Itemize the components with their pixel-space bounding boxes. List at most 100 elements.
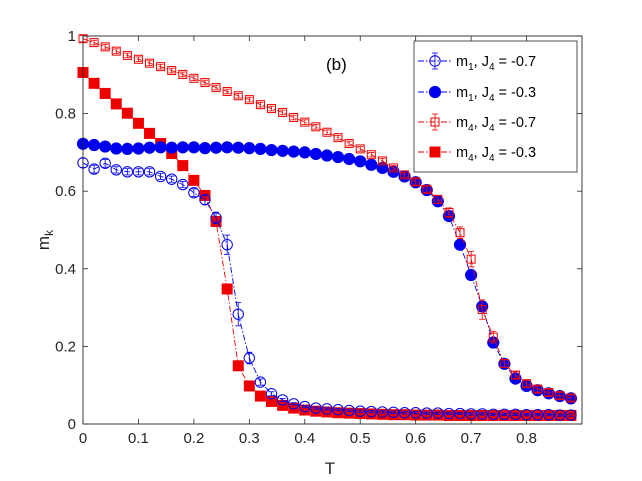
data-point <box>99 87 111 99</box>
data-point <box>444 208 454 218</box>
x-tick-label: 0.6 <box>405 430 426 447</box>
data-point <box>87 138 101 152</box>
tick-label-layer: 0 0.1 0.2 0.3 0.4 0.5 0.6 0.7 0.8 0 0.2 0.4 0.6 0.8 1 <box>55 28 537 447</box>
data-point <box>531 408 544 421</box>
data-point <box>344 138 354 148</box>
data-point <box>278 107 288 117</box>
data-point <box>331 150 345 164</box>
x-tick-label: 0.5 <box>350 430 371 447</box>
legend-entry-3: m4, J4 = -0.7 <box>418 113 536 134</box>
data-point <box>188 174 200 186</box>
data-point <box>254 376 267 388</box>
legend-label-part: 4 <box>489 153 495 164</box>
data-point <box>321 406 333 418</box>
y-axis-label-main: m <box>34 236 53 250</box>
data-point <box>454 407 466 420</box>
data-point <box>432 407 444 419</box>
data-point <box>422 184 432 194</box>
data-point <box>211 83 221 93</box>
data-point <box>111 46 121 56</box>
data-point <box>266 395 278 407</box>
data-point <box>455 228 465 238</box>
data-point <box>543 408 555 421</box>
legend-label-part: m <box>456 54 468 70</box>
data-point <box>122 50 132 60</box>
data-point <box>254 390 266 402</box>
x-axis-label: T <box>325 459 335 478</box>
data-point <box>298 146 311 159</box>
data-point <box>88 163 100 175</box>
data-point <box>355 144 365 154</box>
data-point <box>544 388 554 398</box>
data-point <box>244 95 254 105</box>
data-point <box>409 407 422 419</box>
data-point <box>121 166 134 178</box>
legend-marker <box>430 117 440 127</box>
data-point <box>165 141 178 154</box>
data-point <box>133 54 143 64</box>
data-point <box>510 370 520 380</box>
x-tick-label: 0.2 <box>183 430 204 447</box>
data-point <box>156 62 166 72</box>
data-point <box>376 406 389 418</box>
panel-label: (b) <box>326 55 347 74</box>
legend-label-part: 1 <box>468 62 474 73</box>
data-point <box>566 393 576 403</box>
data-point <box>110 164 122 176</box>
data-point <box>144 127 156 139</box>
legend-label-part: = -0.3 <box>495 85 537 101</box>
data-point <box>453 238 467 251</box>
data-point <box>287 398 300 410</box>
legend-label-part: m <box>456 85 468 101</box>
data-point <box>276 144 289 157</box>
data-point <box>343 404 355 417</box>
data-point <box>143 141 156 154</box>
data-point <box>332 403 344 416</box>
data-point <box>200 78 210 88</box>
data-point <box>132 166 145 178</box>
data-point <box>287 145 300 158</box>
data-point <box>99 157 111 169</box>
data-point <box>310 405 322 417</box>
legend-label-part: 1 <box>468 93 474 104</box>
data-point <box>145 58 155 68</box>
data-point <box>132 117 144 129</box>
data-point <box>265 388 278 400</box>
legend-label-part: , J <box>474 54 489 70</box>
legend-label-part: , J <box>474 85 489 101</box>
y-axis-label: mk <box>34 229 56 250</box>
legend-label-part: m <box>456 145 468 161</box>
data-point <box>433 194 443 204</box>
data-point <box>398 407 411 419</box>
series-3 <box>78 34 576 403</box>
legend-label-part: 4 <box>468 123 474 134</box>
data-point <box>555 391 565 401</box>
data-point <box>189 73 199 83</box>
data-point <box>221 141 234 154</box>
data-point <box>232 308 244 320</box>
data-point <box>354 155 367 168</box>
legend-label-part: , J <box>474 115 489 131</box>
data-point <box>443 407 455 420</box>
axes-box <box>82 35 583 425</box>
data-point <box>388 163 398 173</box>
data-point <box>222 86 232 96</box>
data-point <box>178 69 188 79</box>
y-tick-label: 0 <box>68 416 76 433</box>
y-axis-label-sub: k <box>42 229 56 236</box>
data-point <box>466 254 476 264</box>
data-point <box>387 406 400 419</box>
data-point <box>198 142 212 155</box>
legend-entry-2: m1, J4 = -0.3 <box>418 85 536 104</box>
data-point <box>299 400 311 413</box>
data-point <box>143 166 156 178</box>
legend-entries: m1, J4 = -0.7m1, J4 = -0.3m4, J4 = -0.7m… <box>418 52 536 164</box>
data-point <box>289 112 299 122</box>
legend-label-part: 4 <box>489 123 495 134</box>
data-point <box>509 408 522 420</box>
legend-entry-1: m1, J4 = -0.7 <box>418 52 536 73</box>
data-point <box>232 360 244 372</box>
legend-label: m1, J4 = -0.7 <box>456 54 536 73</box>
legend-label: m4, J4 = -0.3 <box>456 145 536 164</box>
data-point <box>310 402 322 414</box>
